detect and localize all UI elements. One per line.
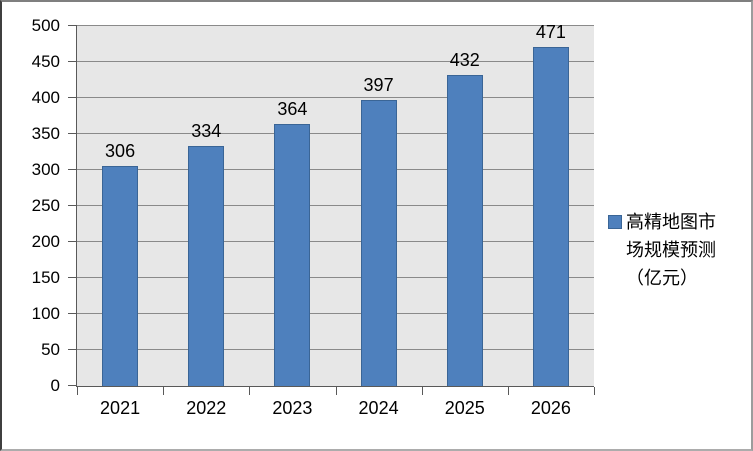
y-tick-450 — [68, 61, 77, 62]
y-axis-tick-label: 350 — [31, 124, 60, 143]
bar-2021 — [102, 165, 139, 386]
bar-value-label-2026: 471 — [535, 21, 566, 42]
legend: 高精地图市场规模预测（亿元） — [608, 208, 753, 292]
y-axis-tick-label: 300 — [31, 160, 60, 179]
y-tick-400 — [68, 97, 77, 98]
y-axis-tick-label: 450 — [31, 52, 60, 71]
x-tick — [249, 387, 251, 395]
bar-value-label-2022: 334 — [191, 120, 222, 141]
y-axis-tick-label: 150 — [31, 268, 60, 287]
gridline-50 — [77, 349, 594, 350]
bar-value-label-2023: 364 — [277, 98, 308, 119]
bar-2022 — [188, 145, 225, 386]
bar-value-label-2021: 306 — [105, 140, 136, 161]
bar-2023 — [274, 123, 311, 386]
y-axis-tick-label: 400 — [31, 88, 60, 107]
bar-value-label-2024: 397 — [363, 75, 394, 96]
legend-marker-square-icon — [608, 215, 622, 229]
x-tick — [77, 387, 78, 395]
x-axis-tick-label-2024: 2024 — [358, 398, 399, 418]
y-axis-tick-label: 50 — [41, 340, 60, 359]
bar-value-label-2025: 432 — [449, 49, 480, 70]
y-tick-500 — [68, 25, 77, 26]
x-axis-tick-label-2026: 2026 — [530, 398, 571, 418]
gridline-350 — [77, 133, 594, 134]
x-tick — [421, 387, 423, 395]
y-tick-50 — [68, 349, 77, 350]
y-axis-tick-label: 250 — [31, 196, 60, 215]
x-tick — [335, 387, 337, 395]
y-tick-300 — [68, 169, 77, 170]
y-axis-tick-label: 200 — [31, 232, 60, 251]
y-axis-line — [76, 26, 77, 386]
gridline-450 — [77, 61, 594, 62]
bar-2024 — [360, 100, 397, 386]
x-tick — [163, 387, 165, 395]
bar-2025 — [446, 74, 483, 386]
gridline-150 — [77, 277, 594, 278]
y-axis-tick-label: 0 — [50, 376, 60, 395]
x-tick — [594, 387, 595, 395]
y-axis-tick-label: 500 — [31, 16, 60, 35]
x-axis-tick-label-2022: 2022 — [186, 398, 227, 418]
y-tick-150 — [68, 277, 77, 278]
y-tick-0 — [68, 385, 77, 386]
x-tick — [507, 387, 509, 395]
y-tick-100 — [68, 313, 77, 314]
gridline-500 — [77, 25, 594, 26]
y-tick-250 — [68, 205, 77, 206]
legend-label: 高精地图市场规模预测（亿元） — [626, 212, 716, 288]
gridline-300 — [77, 169, 594, 170]
x-axis-tick-label-2025: 2025 — [444, 398, 485, 418]
plot-area: 306 334 364 397 432 471 — [68, 21, 595, 395]
x-axis-tick-label-2023: 2023 — [272, 398, 313, 418]
gridline-250 — [77, 205, 594, 206]
gridline-100 — [77, 313, 594, 314]
y-tick-200 — [68, 241, 77, 242]
gridline-200 — [77, 241, 594, 242]
x-axis-line — [76, 386, 594, 387]
gridline-400 — [77, 97, 594, 98]
y-axis-labels: 0 50 100 150 200 250 300 350 400 450 500 — [2, 17, 60, 395]
x-axis-labels: 2021 2022 2023 2024 2025 2026 — [77, 397, 594, 421]
bar-2026 — [532, 46, 569, 386]
x-axis-tick-label-2021: 2021 — [100, 398, 141, 418]
y-tick-350 — [68, 133, 77, 134]
y-axis-tick-label: 100 — [31, 304, 60, 323]
